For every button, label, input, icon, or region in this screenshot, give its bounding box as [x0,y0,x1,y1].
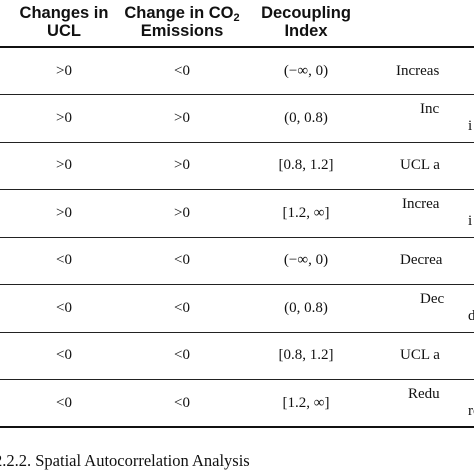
cell-ucl-change: >0 [56,109,72,126]
decoupling-state-text: Inc i [368,101,472,135]
decoupling-state-line: Decrea [400,252,443,269]
table-row: <0 <0 (−∞, 0) Decrea [0,237,474,285]
cell-co2-change: <0 [174,299,190,316]
cell-ucl-change: <0 [56,347,72,364]
decoupling-state-line: Increa [402,196,440,213]
cell-ucl-change: >0 [56,204,72,221]
header-row: Changes in UCL Change in CO2 Emissions D… [0,0,474,47]
row-marker [0,95,8,143]
cell-decoupling-index: (0, 0.8) [284,109,328,126]
cell-decoupling-index: [0.8, 1.2] [278,157,334,174]
table-row: >0 >0 [0.8, 1.2] UCL a [0,142,474,190]
decoupling-state-text: UCL a [368,157,440,174]
decoupling-state-line: UCL a [400,157,440,174]
decoupling-state-line: Inc [420,101,440,118]
cell-decoupling-state: Increa i [368,190,474,238]
cell-co2-change: >0 [174,157,190,174]
cell-decoupling-state: Redu re [368,380,474,428]
header-index-line2: Index [284,22,328,40]
header-co2-subscript: 2 [233,12,240,24]
header-state [368,0,474,47]
header-co2-prefix: Change in CO [124,4,234,22]
cell-decoupling-index: (−∞, 0) [283,252,329,269]
decoupling-state-text: Decrea [368,252,442,269]
row-marker [0,47,8,95]
cell-decoupling-index: [1.2, ∞] [282,204,330,221]
header-ucl: Changes in UCL [8,0,120,47]
table-row: : >0 >0 [1.2, ∞] Increa i [0,190,474,238]
header-index: Decoupling Index [244,0,368,47]
decoupling-state-line: Increas [396,62,440,79]
decoupling-state-line: i [468,118,473,135]
row-marker [0,332,8,380]
cell-decoupling-index: (0, 0.8) [284,299,328,316]
table-row: <0 <0 [0.8, 1.2] UCL a [0,332,474,380]
cell-ucl-change: <0 [56,252,72,269]
row-marker [0,142,8,190]
table-row: <0 <0 [1.2, ∞] Redu re [0,380,474,428]
header-co2: Change in CO2 Emissions [120,0,244,47]
decoupling-state-text: Increas [368,63,439,80]
table-body: >0 <0 (−∞, 0) Increas >0 >0 (0, 0.8) Inc i >0 >0 [0… [0,47,474,427]
cell-co2-change: <0 [174,252,190,269]
cell-co2-change: >0 [174,109,190,126]
header-index-line1: Decoupling [261,4,351,22]
cell-decoupling-index: (−∞, 0) [283,62,329,79]
cell-decoupling-state: Decd [368,285,474,333]
cell-co2-change: <0 [174,347,190,364]
decoupling-state-text: Increa i [368,196,472,230]
table-row: <0 <0 (0, 0.8) Decd [0,285,474,333]
header-ucl-line1: Changes in [19,4,109,22]
table-header: Changes in UCL Change in CO2 Emissions D… [0,0,474,47]
row-marker: : [0,190,8,238]
decoupling-state-line: Dec [420,291,445,308]
decoupling-state-line: d [420,308,474,324]
cell-decoupling-state: UCL a [368,332,474,380]
decoupling-state-line: UCL a [400,347,440,364]
decoupling-state-text: Redu re [368,386,474,420]
decoupling-state-line: Redu [408,386,440,402]
decoupling-state-text: UCL a [368,347,440,364]
cell-co2-change: <0 [174,394,190,411]
row-marker [0,285,8,333]
row-marker [0,380,8,428]
cell-decoupling-state: UCL a [368,142,474,190]
cell-ucl-change: >0 [56,157,72,174]
decoupling-table: Changes in UCL Change in CO2 Emissions D… [0,0,474,427]
cell-co2-change: <0 [174,62,190,79]
header-ucl-line2: UCL [47,22,81,40]
row-marker [0,237,8,285]
header-co2-line2: Emissions [140,22,224,40]
cell-decoupling-index: [0.8, 1.2] [278,347,334,364]
cell-decoupling-state: Inc i [368,95,474,143]
table-row: >0 <0 (−∞, 0) Increas [0,47,474,95]
section-heading: 2.2.2. Spatial Autocorrelation Analysis [0,451,250,470]
cell-ucl-change: <0 [56,394,72,411]
cell-decoupling-state: Increas [368,47,474,95]
header-blank [0,0,8,47]
cell-decoupling-state: Decrea [368,237,474,285]
decoupling-state-text: Decd [368,291,474,325]
cell-co2-change: >0 [174,204,190,221]
cell-ucl-change: <0 [56,299,72,316]
cell-decoupling-index: [1.2, ∞] [282,394,330,411]
decoupling-state-line: i [468,213,473,230]
cell-ucl-change: >0 [56,62,72,79]
decoupling-state-line: re [468,403,474,419]
table-row: >0 >0 (0, 0.8) Inc i [0,95,474,143]
